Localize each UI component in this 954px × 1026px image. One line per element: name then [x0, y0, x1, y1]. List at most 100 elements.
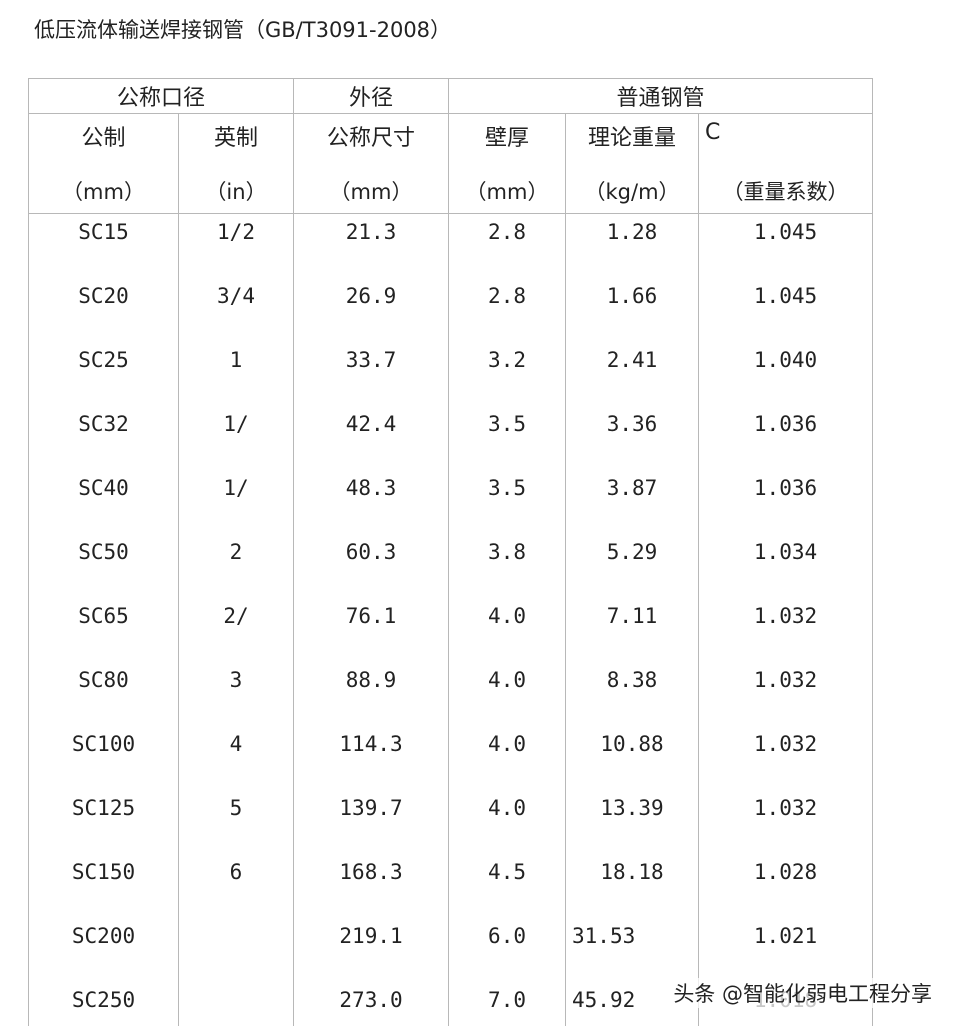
header-unit: （in） [205, 180, 267, 204]
table-cell: 4 [177, 725, 295, 790]
table-cell: 1 [177, 341, 295, 406]
table-cell: 48.3 [293, 469, 450, 534]
table-cell: 26.9 [293, 277, 450, 342]
table-cell: 4.0 [448, 725, 567, 790]
table-cell: 273.0 [293, 981, 450, 1026]
table-cell: 2 [177, 533, 295, 598]
table-cell: 114.3 [293, 725, 450, 790]
table-cell: 13.39 [565, 789, 700, 854]
table-cell: 88.9 [293, 661, 450, 726]
table-cell: SC250 [28, 981, 179, 1026]
watermark: 头条 @智能化弱电工程分享 [669, 978, 936, 1008]
table-cell: 1/ [177, 405, 295, 470]
table-cell: 10.88 [565, 725, 700, 790]
table-cell: 4.0 [448, 661, 567, 726]
table-row: SC65 2/76.1 4.0 7.11 1.032 [28, 597, 874, 662]
table-cell [177, 981, 295, 1026]
header-unit: （重量系数） [722, 180, 849, 204]
table-row: SC150 6 168.3 4.5 18.18 1.028 [28, 853, 874, 918]
table-cell: 1.28 [565, 213, 700, 278]
table-cell: 3.5 [448, 469, 567, 534]
group-header: 公称口径 [27, 78, 295, 114]
header-label: 理论重量 [588, 126, 677, 151]
table-cell: 18.18 [565, 853, 700, 918]
table-cell: 1.032 [698, 661, 874, 726]
column-header: 英制 （in） [177, 113, 295, 214]
table-cell: 4.5 [448, 853, 567, 918]
table-cell: 1.032 [698, 597, 874, 662]
table-cell: SC25 [28, 341, 179, 406]
table-cell: 1.045 [698, 213, 874, 278]
header-unit: （mm） [329, 180, 413, 204]
table-cell: SC100 [28, 725, 179, 790]
table-row: SC32 1/42.4 3.5 3.36 1.036 [28, 405, 874, 470]
table-cell: 1.66 [565, 277, 700, 342]
header-label: C [705, 120, 721, 145]
header-label: 英制 [214, 126, 259, 151]
table-row: SC25 1 33.7 3.2 2.41 1.040 [28, 341, 874, 406]
header-label: 壁厚 [485, 126, 530, 151]
table-row: SC100 4 114.3 4.0 10.88 1.032 [28, 725, 874, 790]
pipe-table: 公称口径 外径 普通钢管 公制 （mm） 英制 （in） 公称尺寸 （mm） 壁厚 （mm） 理… [27, 78, 874, 1026]
table-cell: 1.032 [698, 725, 874, 790]
table-cell: 139.7 [293, 789, 450, 854]
table-cell: SC80 [28, 661, 179, 726]
header-label: 公制 [81, 126, 126, 151]
table-cell: 1.034 [698, 533, 874, 598]
table-cell: 1.036 [698, 469, 874, 534]
table-cell: SC200 [28, 917, 179, 982]
column-header: 理论重量 （kg/m） [565, 113, 700, 214]
table-cell: 76.1 [293, 597, 450, 662]
table-cell: 2.8 [448, 277, 567, 342]
header-row: 公制 （mm） 英制 （in） 公称尺寸 （mm） 壁厚 （mm） 理论重量 （kg/m） C （重量… [28, 113, 874, 214]
table-row: SC20 3/4 26.9 2.8 1.66 1.045 [28, 277, 874, 342]
table-cell: 7.11 [565, 597, 700, 662]
column-header: 壁厚 （mm） [448, 113, 567, 214]
header-label: 公称尺寸 [327, 126, 416, 151]
column-header: 公称尺寸 （mm） [293, 113, 450, 214]
table-row: SC125 5 139.7 4.0 13.39 1.032 [28, 789, 874, 854]
table-cell: 1/ [177, 469, 295, 534]
table-cell: 3.36 [565, 405, 700, 470]
group-header: 外径 [293, 78, 450, 114]
table-cell: 1.045 [698, 277, 874, 342]
table-cell: 1.032 [698, 789, 874, 854]
table-cell: SC50 [28, 533, 179, 598]
table-cell: 2.41 [565, 341, 700, 406]
table-cell: 8.38 [565, 661, 700, 726]
column-header: 公制 （mm） [28, 113, 179, 214]
table-row: SC200 219.1 6.0 31.53 1.021 [28, 917, 874, 982]
table-cell: 4.0 [448, 789, 567, 854]
table-cell: SC32 [28, 405, 179, 470]
table-cell: 7.0 [448, 981, 567, 1026]
table-cell: 3.87 [565, 469, 700, 534]
table-cell: 33.7 [293, 341, 450, 406]
table-cell: 4.0 [448, 597, 567, 662]
table-cell: 21.3 [293, 213, 450, 278]
header-unit: （mm） [465, 180, 549, 204]
table-row: SC15 1/2 21.3 2.8 1.28 1.045 [28, 213, 874, 278]
table-cell: 168.3 [293, 853, 450, 918]
table-cell: 1.036 [698, 405, 874, 470]
table-cell: SC20 [28, 277, 179, 342]
table-cell [177, 917, 295, 982]
table-cell: 5.29 [565, 533, 700, 598]
table-row: SC40 1/48.3 3.5 3.87 1.036 [28, 469, 874, 534]
table-body: SC15 1/2 21.3 2.8 1.28 1.045 SC20 3/4 26.9 2.8 1.6… [28, 213, 874, 1026]
table-cell: 6.0 [448, 917, 567, 982]
table-cell: SC15 [28, 213, 179, 278]
table-cell: 6 [177, 853, 295, 918]
title: 低压流体输送焊接钢管（GB/T3091-2008） [34, 18, 452, 42]
table-cell: 3 [177, 661, 295, 726]
table-row: SC50 2 60.3 3.8 5.29 1.034 [28, 533, 874, 598]
table-cell: SC65 [28, 597, 179, 662]
table-cell: 2/ [177, 597, 295, 662]
table-cell: 3.8 [448, 533, 567, 598]
table-row: SC80 3 88.9 4.0 8.38 1.032 [28, 661, 874, 726]
table-cell: 60.3 [293, 533, 450, 598]
group-header: 普通钢管 [448, 78, 874, 114]
table-cell: 219.1 [293, 917, 450, 982]
table-cell: SC40 [28, 469, 179, 534]
